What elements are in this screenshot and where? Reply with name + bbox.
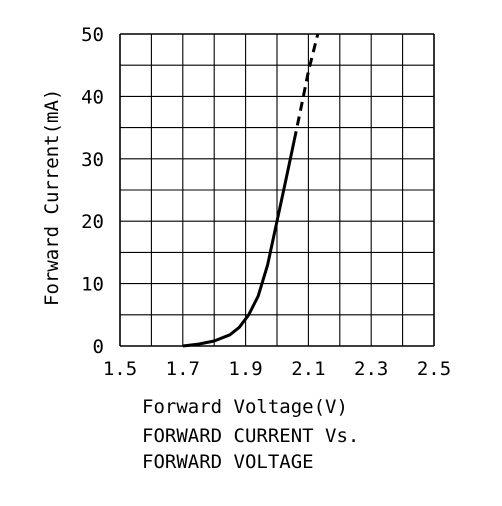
chart-grid <box>119 33 435 347</box>
series-line-solid <box>182 139 296 348</box>
x-tick-labels: 1.5 1.7 1.9 2.1 2.3 2.5 <box>103 358 451 380</box>
y-tick-label: 0 <box>93 336 104 358</box>
chart-series <box>182 33 320 348</box>
x-tick-label: 2.1 <box>291 358 325 380</box>
y-tick-label: 50 <box>81 24 104 46</box>
x-tick-label: 1.7 <box>166 358 200 380</box>
y-tick-label: 10 <box>81 274 104 296</box>
x-tick-label: 1.9 <box>228 358 262 380</box>
y-tick-label: 30 <box>81 149 104 171</box>
y-tick-labels: 0 10 20 30 40 50 <box>81 24 104 358</box>
chart-caption-line2: FORWARD VOLTAGE <box>142 451 314 473</box>
y-tick-label: 40 <box>81 86 104 108</box>
x-axis-label: Forward Voltage(V) <box>142 396 348 418</box>
x-tick-label: 2.3 <box>354 358 388 380</box>
x-tick-label: 2.5 <box>417 358 451 380</box>
chart-caption-line1: FORWARD CURRENT Vs. <box>142 425 359 447</box>
x-tick-label: 1.5 <box>103 358 137 380</box>
series-line-dashed <box>292 33 320 141</box>
y-tick-label: 20 <box>81 211 104 233</box>
y-axis-label: Forward Current(mA) <box>41 89 63 306</box>
